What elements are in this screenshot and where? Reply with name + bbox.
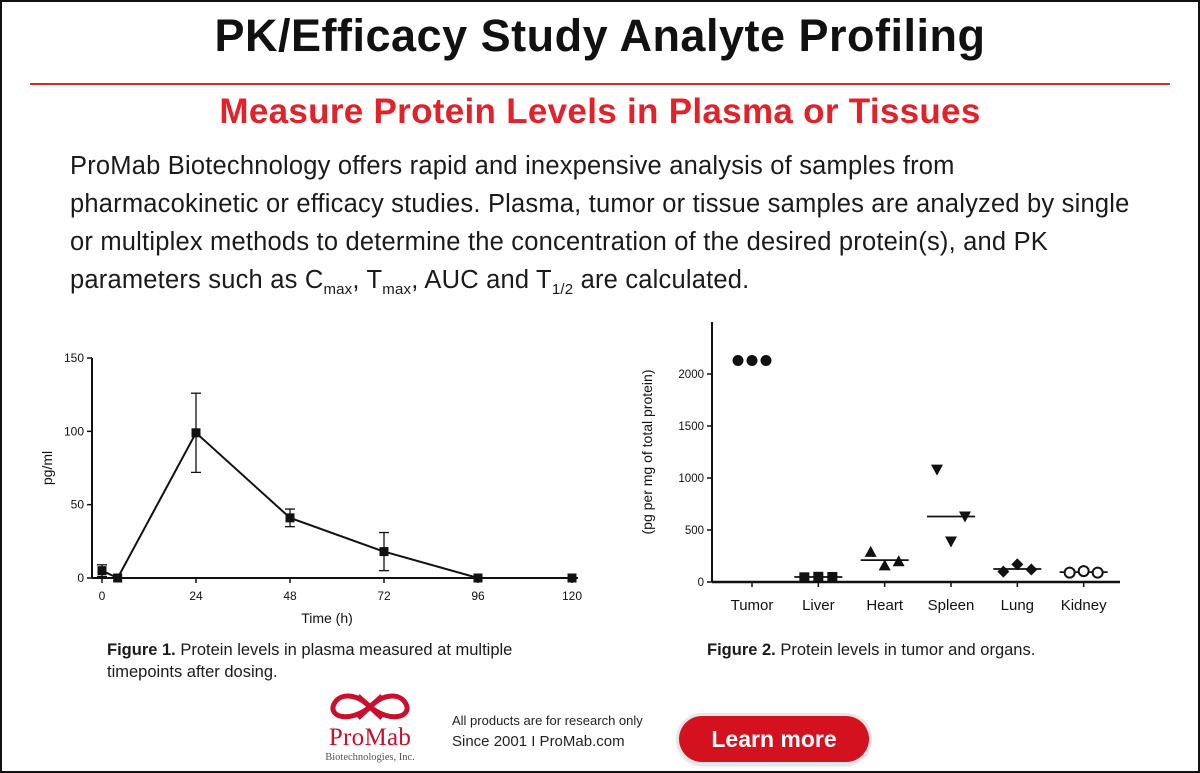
y-tick-label: 50	[71, 498, 85, 512]
logo-subtitle: Biotechnologies, Inc.	[325, 752, 415, 763]
intro-text-3: , AUC and T	[411, 266, 552, 294]
page-subtitle: Measure Protein Levels in Plasma or Tiss…	[219, 92, 981, 131]
y-axis-label: pg/ml	[39, 451, 55, 485]
y-tick-label: 500	[685, 525, 704, 537]
plasma-pk-chart: 0 24 48 72 96 120 0 50 100 150 Time (h) pg/ml	[39, 351, 582, 626]
intro-text-1: ProMab Biotechnology offers rapid and in…	[70, 152, 1130, 294]
thalf-subscript: 1/2	[551, 281, 574, 299]
category-label: Kidney	[1061, 597, 1107, 614]
data-point	[827, 572, 838, 583]
x-tick-label: 24	[189, 589, 203, 603]
y-tick-label: 1500	[678, 421, 704, 433]
data-point	[1025, 563, 1038, 576]
data-point	[1091, 566, 1104, 579]
figure2-caption-label: Figure 2.	[707, 641, 776, 659]
y-tick-label: 0	[77, 571, 84, 585]
data-point	[285, 513, 295, 523]
data-point	[931, 464, 943, 476]
data-point	[1011, 558, 1024, 571]
y-axis-label: (pg per mg of total protein)	[639, 370, 655, 535]
y-tick-label: 1000	[678, 473, 704, 485]
x-tick-label: 96	[471, 589, 485, 603]
category-label: Lung	[1001, 597, 1034, 614]
cmax-subscript: max	[323, 281, 353, 299]
data-point	[567, 573, 577, 583]
logo-wordmark: ProMab	[328, 724, 412, 751]
intro-paragraph: ProMab Biotechnology offers rapid and in…	[70, 147, 1150, 309]
data-point	[945, 536, 957, 548]
double-loop-logo-icon	[330, 693, 410, 720]
data-point	[878, 559, 891, 571]
figure1-caption-label: Figure 1.	[107, 641, 176, 659]
intro-text-4: are calculated.	[573, 266, 750, 294]
data-point	[997, 565, 1010, 578]
data-point	[892, 555, 905, 567]
data-point	[746, 354, 758, 366]
y-tick-label: 0	[698, 577, 704, 589]
data-point	[732, 354, 744, 366]
category-label: Spleen	[928, 597, 975, 614]
data-point	[813, 571, 824, 582]
y-tick-label: 100	[64, 424, 84, 438]
x-tick-label: 0	[99, 589, 106, 603]
figure2-caption: Figure 2. Protein levels in tumor and or…	[707, 639, 1127, 661]
figure2-caption-text: Protein levels in tumor and organs.	[775, 641, 1036, 659]
x-tick-label: 48	[283, 589, 297, 603]
data-point	[1063, 566, 1076, 579]
y-tick-label: 150	[64, 351, 84, 365]
x-axis-label: Time (h)	[301, 610, 353, 626]
data-point	[113, 573, 123, 583]
data-point	[760, 354, 772, 366]
category-label: Liver	[802, 597, 835, 614]
data-point	[864, 545, 877, 557]
intro-text-2: , T	[352, 266, 383, 294]
organ-distribution-chart: 0 500 1000 1500 2000 (pg per mg of total prot…	[639, 322, 1120, 614]
learn-more-button[interactable]: Learn more	[679, 716, 869, 762]
data-point	[191, 428, 201, 438]
y-tick-label: 2000	[678, 369, 704, 381]
series-line	[101, 431, 572, 580]
since-website-text: Since 2001 I ProMab.com	[452, 733, 625, 750]
data-point	[473, 573, 483, 583]
category-label: Tumor	[731, 597, 774, 614]
figure1-caption: Figure 1. Protein levels in plasma measu…	[107, 639, 587, 683]
data-point	[379, 547, 389, 557]
title-divider	[30, 83, 1170, 85]
page-title: PK/Efficacy Study Analyte Profiling	[214, 10, 986, 61]
figure1-caption-text: Protein levels in plasma measured at mul…	[107, 641, 513, 681]
category-label: Heart	[866, 597, 904, 614]
data-point	[799, 572, 810, 583]
tmax-subscript: max	[382, 281, 412, 299]
data-point	[959, 511, 971, 523]
x-tick-label: 120	[562, 589, 582, 603]
x-tick-label: 72	[377, 589, 391, 603]
research-only-note: All products are for research only	[452, 713, 643, 728]
data-point	[97, 566, 107, 576]
data-point	[1077, 565, 1090, 578]
